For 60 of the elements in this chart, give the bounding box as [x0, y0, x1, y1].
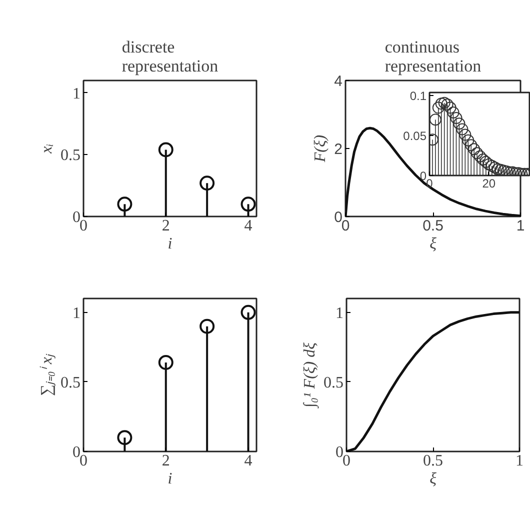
y-tick-label: 4 [334, 73, 342, 90]
chart-title: continuous representation [384, 38, 482, 76]
point [200, 176, 215, 191]
x-axis-title: i [168, 470, 172, 488]
y-axis-title: ∑ⱼ₌₀ⁱ xⱼ [38, 352, 56, 396]
y-tick-label: 1 [336, 304, 344, 322]
point [430, 114, 442, 126]
point [500, 166, 513, 176]
point [459, 128, 472, 141]
point [158, 142, 174, 158]
point [432, 102, 444, 114]
point [117, 196, 132, 212]
y-axis-title: ∫₀¹ F(ξ) dξ [302, 342, 320, 408]
point [492, 163, 504, 176]
point [465, 139, 478, 152]
x-tick-label: 2 [162, 452, 170, 470]
point [498, 164, 510, 176]
point [468, 143, 480, 156]
x-axis-title: ξ [430, 470, 437, 488]
point [476, 154, 489, 166]
y-tick-label: 0.5 [60, 374, 80, 392]
point [240, 196, 256, 212]
y-axis-title: F(ξ) [312, 134, 330, 164]
y-axis-title: xᵢ [38, 144, 56, 154]
x-tick-label: 0.5 [423, 452, 443, 470]
x-tick-label: 1 [516, 218, 525, 234]
point [462, 134, 474, 146]
x-tick-label: 2 [162, 218, 170, 234]
x-axis-title: ξ [430, 236, 437, 252]
point [200, 318, 215, 334]
point [450, 112, 462, 124]
x-tick-label: 4 [244, 452, 252, 470]
chart-title: discrete representation [122, 38, 219, 76]
y-tick-label: 1 [72, 85, 80, 102]
point [158, 354, 174, 370]
x-tick-label: 0.5 [422, 218, 444, 234]
point [486, 160, 498, 172]
point [456, 123, 468, 136]
point [488, 162, 501, 174]
point [447, 106, 460, 118]
point [444, 102, 456, 114]
y-tick-label: 0.1 [410, 89, 427, 104]
x-axis-title: i [168, 236, 172, 252]
y-tick-label: 0.5 [324, 374, 344, 392]
point [240, 304, 256, 320]
y-tick-label: 0.5 [60, 147, 80, 164]
x-tick-label: 1 [516, 452, 524, 470]
point [441, 98, 454, 110]
x-tick-label: 4 [244, 218, 252, 234]
y-tick-label: 2 [334, 141, 342, 158]
point [471, 147, 484, 160]
point [453, 118, 466, 130]
point [117, 430, 132, 446]
point [480, 156, 492, 168]
point [494, 164, 507, 176]
point [474, 150, 486, 162]
y-tick-label: 0.05 [403, 129, 427, 144]
y-tick-label: 1 [72, 304, 80, 322]
x-tick-label: 20 [482, 176, 496, 190]
line-series [346, 311, 520, 452]
